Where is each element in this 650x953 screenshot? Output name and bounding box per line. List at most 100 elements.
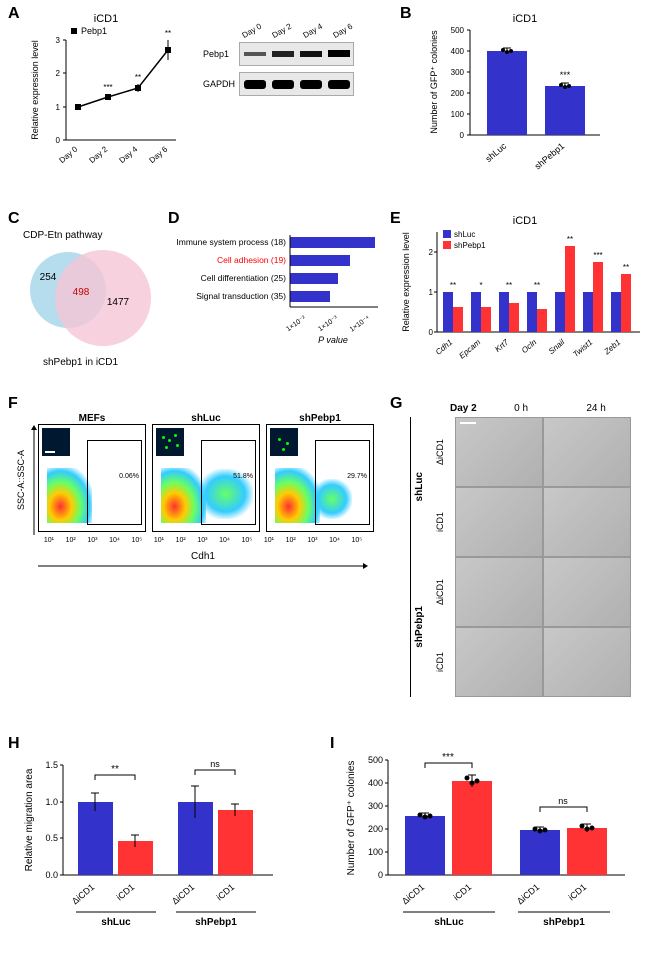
svg-text:200: 200 [368,824,383,834]
gate [315,440,370,525]
blot-row-label: GAPDH [203,79,239,89]
y-ticks: 0 1 2 [429,248,437,337]
panel-f: F MEFs 0.06% shLuc 51.8% shPebp1 [8,395,378,590]
gate-pct: 29.7% [347,473,367,480]
go-bar [290,291,330,302]
svg-text:Day 2: Day 2 [87,144,109,165]
bar [567,828,607,875]
outer-group: shLuc [101,917,131,928]
panel-e: E iCD1 shLuc shPebp1 0 1 2 [390,210,645,370]
go-cat: Cell differentiation (25) [201,273,287,283]
chart-title: iCD1 [94,13,118,25]
x-ticks: Cdh1 Epcam Krt7 Ocln Snail Twist1 Zeb1 [434,337,622,360]
flow-plot: 0.06% [38,424,146,532]
y-axis-label: Number of GFP⁺ colonies [429,30,439,134]
go-bar [290,237,375,248]
bar [520,830,560,875]
panel-a-label: A [8,5,20,23]
svg-text:0.0: 0.0 [45,870,58,880]
flow-plots: MEFs 0.06% shLuc 51.8% shPebp1 [38,413,374,532]
panel-g-label: G [390,395,402,413]
inset-image [156,428,184,456]
svg-text:iCD1: iCD1 [115,882,137,903]
x-ticks: ΔiCD1 iCD1 ΔiCD1 iCD1 [70,882,236,906]
sig: ns [210,759,220,769]
svg-text:1: 1 [429,288,434,297]
go-cat-highlight: Cell adhesion (19) [217,255,286,265]
y-axis-label: Relative expression level [401,232,411,332]
svg-text:500: 500 [451,26,465,35]
venn-right-count: 1477 [107,297,130,308]
svg-text:Epcam: Epcam [457,337,482,360]
go-cat: Signal transduction (35) [196,291,286,301]
bar-shpebp1 [545,86,585,135]
gate-pct: 51.8% [233,473,253,480]
chart-title: iCD1 [513,13,537,25]
svg-text:iCD1: iCD1 [567,882,589,903]
lane-label: Day 4 [301,19,328,40]
panel-f-label: F [8,395,18,413]
micrograph-grid [455,417,631,697]
panel-h-bar-chart: 0.0 0.5 1.0 1.5 ** ns ΔiCD1 iCD1 ΔiCD1 [18,740,288,945]
x-tick: shPebp1 [533,141,567,171]
row-labels-inner: ΔiCD1 iCD1 ΔiCD1 iCD1 [435,417,445,697]
outer-group: shPebp1 [195,917,237,928]
svg-text:400: 400 [368,778,383,788]
col-group-header: Day 2 [450,403,477,414]
svg-text:ΔiCD1: ΔiCD1 [400,882,426,906]
svg-text:2: 2 [429,248,434,257]
svg-text:1.0: 1.0 [45,797,58,807]
svg-text:300: 300 [451,68,465,77]
svg-text:0: 0 [56,136,61,145]
svg-text:**: ** [567,235,573,244]
venn-diagram: CDP-Etn pathway 254 498 1477 shPebp1 in … [13,220,163,375]
svg-text:iCD1: iCD1 [452,882,474,903]
flow-plot: 51.8% [152,424,260,532]
panel-c: C CDP-Etn pathway 254 498 1477 shPebp1 i… [8,210,163,370]
svg-text:100: 100 [368,847,383,857]
svg-text:ΔiCD1: ΔiCD1 [70,882,96,906]
lane-label: Day 6 [331,19,358,40]
svg-text:100: 100 [451,110,465,119]
gate [87,440,142,525]
go-bar [290,273,338,284]
sig: ns [558,796,568,806]
x-ticks: ΔiCD1 iCD1 ΔiCD1 iCD1 [400,882,588,906]
y-ticks: 0 100 200 300 400 500 [451,26,470,140]
y-ticks: 0.0 0.5 1.0 1.5 [45,760,63,880]
y-axis-label: Relative migration area [24,768,35,871]
svg-text:1: 1 [56,103,61,112]
x-ticks: Day 0 Day 2 Day 4 Day 6 [57,144,169,165]
sig: *** [560,70,571,80]
svg-text:Ocln: Ocln [520,337,539,355]
blot-row-label: Pebp1 [203,49,239,59]
svg-text:Day 4: Day 4 [117,144,139,165]
y-ticks: 0 100 200 300 400 500 [368,755,388,880]
flow-xticks: 10¹10²10³10⁴10⁵ 10¹10²10³10⁴10⁵ 10¹10²10… [38,537,368,544]
go-bar [290,255,350,266]
sig: *** [103,83,112,92]
sig: *** [442,752,454,763]
svg-text:ΔiCD1: ΔiCD1 [515,882,541,906]
venn-overlap-count: 498 [73,287,90,298]
svg-text:400: 400 [451,47,465,56]
flow-ylabel: SSC-A::SSC-A [16,425,26,535]
svg-text:Day 6: Day 6 [147,144,169,165]
data-line [78,50,168,107]
venn-right-label: shPebp1 in iCD1 [43,357,118,368]
svg-text:1×10⁻⁴: 1×10⁻⁴ [349,315,371,334]
lane-label: Day 2 [271,19,298,40]
flow-xlabel: Cdh1 [38,551,368,570]
svg-text:0.5: 0.5 [45,833,58,843]
y-ticks: 0 1 2 3 [56,36,66,145]
panel-i: I 0 100 200 300 400 500 [330,735,640,945]
bar [452,781,492,875]
svg-text:Krt7: Krt7 [493,337,510,354]
svg-text:Twist1: Twist1 [571,338,594,359]
svg-text:*: * [479,281,482,290]
row-labels-outer: shLuc shPebp1 [410,417,428,697]
chart-title: iCD1 [513,215,537,227]
flow-plot-label: MEFs [38,413,146,424]
svg-text:iCD1: iCD1 [215,882,237,903]
blot-strip [239,42,354,66]
